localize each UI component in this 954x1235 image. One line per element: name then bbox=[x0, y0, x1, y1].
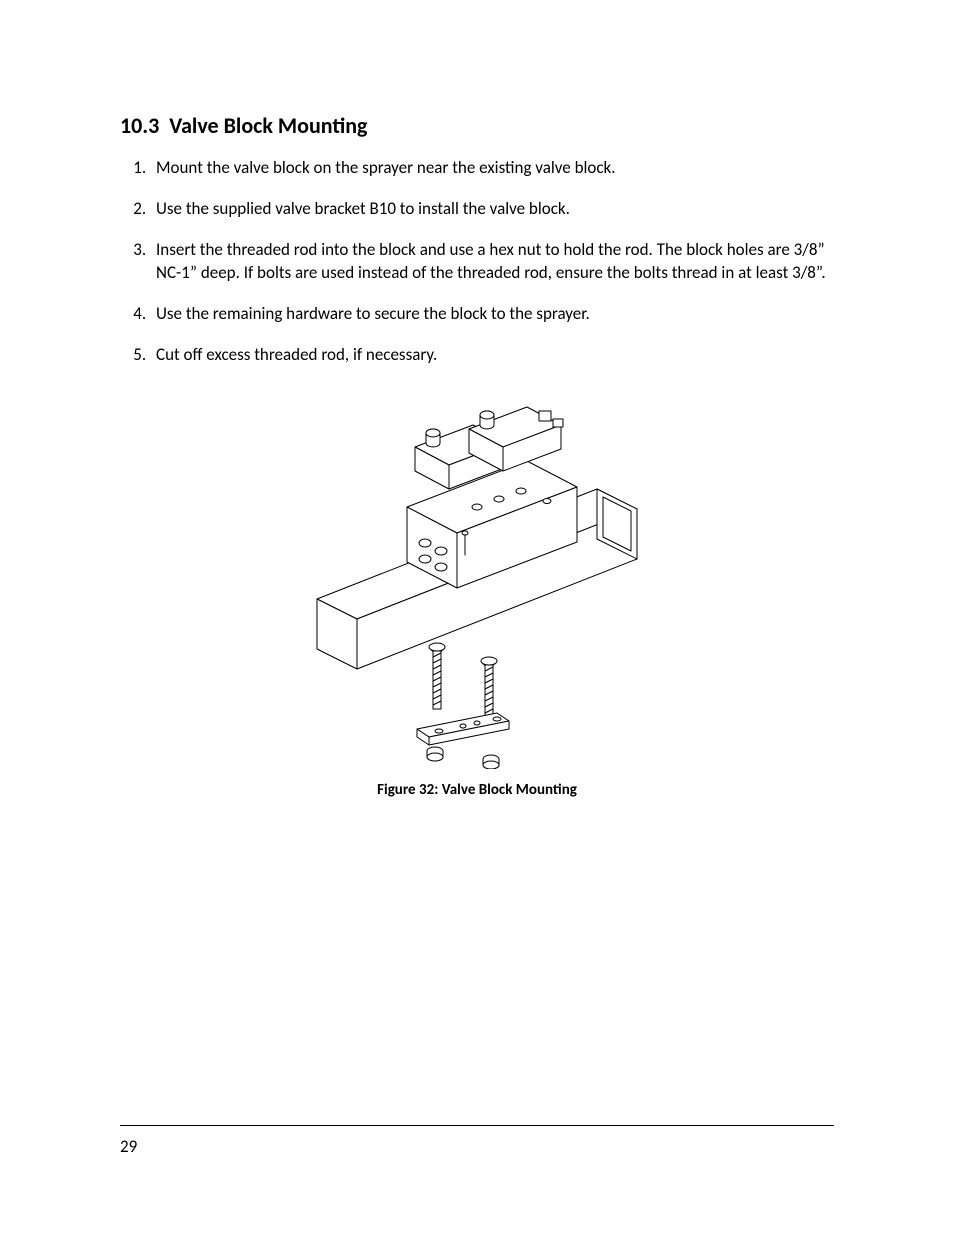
section-title: Valve Block Mounting bbox=[169, 112, 367, 139]
step-item: Use the supplied valve bracket B10 to in… bbox=[150, 198, 834, 221]
section-heading: 10.3 Valve Block Mounting bbox=[120, 112, 834, 139]
valve-block-diagram bbox=[277, 389, 677, 769]
page-content: 10.3 Valve Block Mounting Mount the valv… bbox=[0, 0, 954, 799]
figure-prefix: Figure bbox=[377, 781, 415, 799]
figure-title: Valve Block Mounting bbox=[442, 781, 577, 799]
figure-container: Figure 32: Valve Block Mounting bbox=[120, 389, 834, 799]
page-number: 29 bbox=[120, 1136, 834, 1157]
page-footer: 29 bbox=[120, 1125, 834, 1157]
step-item: Use the remaining hardware to secure the… bbox=[150, 303, 834, 326]
step-item: Cut off excess threaded rod, if necessar… bbox=[150, 344, 834, 367]
step-item: Insert the threaded rod into the block a… bbox=[150, 239, 834, 285]
figure-number: 32 bbox=[419, 781, 434, 799]
steps-list: Mount the valve block on the sprayer nea… bbox=[120, 157, 834, 367]
section-number: 10.3 bbox=[120, 112, 159, 139]
footer-rule bbox=[120, 1125, 834, 1126]
step-item: Mount the valve block on the sprayer nea… bbox=[150, 157, 834, 180]
figure-caption: Figure 32: Valve Block Mounting bbox=[120, 781, 834, 799]
